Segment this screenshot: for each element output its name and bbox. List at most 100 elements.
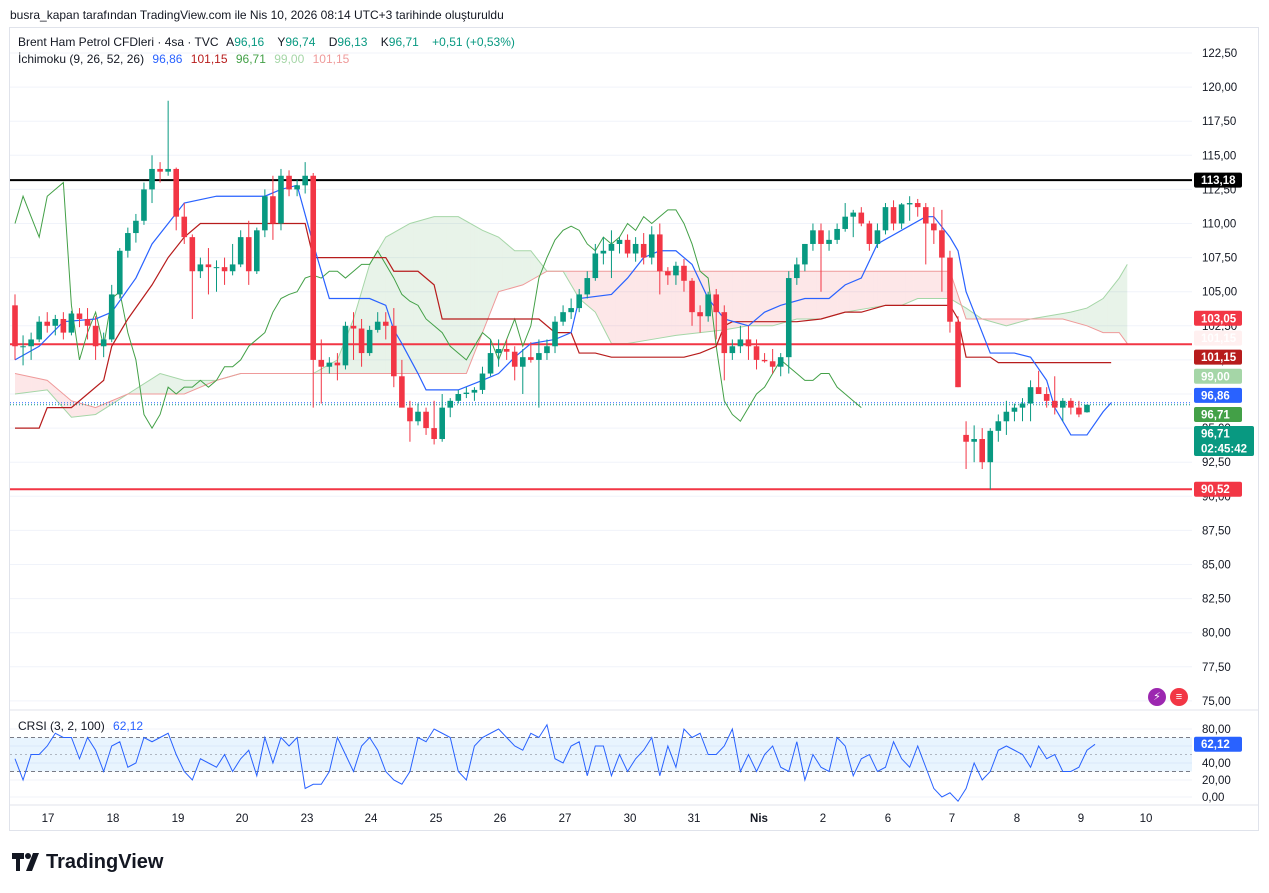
candle-body: [568, 308, 574, 313]
candle-body: [471, 389, 478, 393]
candle-body: [729, 346, 736, 354]
cloud-segment: [1062, 312, 1067, 321]
candle-body: [116, 250, 123, 295]
ichimoku-label[interactable]: İchimoku (9, 26, 52, 26): [18, 52, 145, 66]
crsi-legend[interactable]: CRSI (3, 2, 100) 62,12: [18, 719, 148, 733]
cloud-segment: [405, 223, 410, 374]
candle-body: [52, 318, 59, 326]
cloud-segment: [373, 250, 378, 374]
ichimoku-chikou-line: [14, 181, 862, 430]
time-axis-label: 17: [42, 813, 55, 825]
candle-body: [1051, 400, 1058, 408]
price-tag: [1194, 406, 1242, 422]
symbol-legend[interactable]: Brent Ham Petrol CFDleri · 4sa · TVC A96…: [18, 35, 520, 49]
cloud-segment: [732, 271, 737, 329]
kijun-value: 101,15: [190, 52, 228, 66]
candle-body: [777, 357, 784, 367]
candle-body: [455, 394, 462, 401]
candle-body: [608, 243, 615, 251]
candle-body: [382, 321, 389, 326]
cloud-segment: [1115, 278, 1120, 333]
cloud-segment: [1066, 312, 1071, 322]
cloud-segment: [458, 216, 463, 374]
cloud-segment: [796, 271, 801, 319]
candle-body: [1027, 387, 1034, 404]
tradingview-logo[interactable]: TradingView: [12, 851, 163, 874]
cloud-segment: [772, 271, 777, 326]
candle-body: [955, 321, 961, 388]
price-tag: [1194, 310, 1242, 326]
cloud-segment: [651, 271, 656, 340]
crsi-axis-label: 20,00: [1202, 775, 1231, 787]
cloud-segment: [15, 373, 20, 394]
cloud-segment: [804, 271, 809, 319]
cloud-segment: [522, 250, 527, 285]
cloud-segment: [607, 271, 612, 344]
crsi-value-tag-label: 62,12: [1201, 739, 1230, 751]
cloud-segment: [349, 318, 354, 374]
cloud-segment: [567, 271, 572, 285]
candle-body: [447, 400, 454, 408]
cloud-segment: [1095, 300, 1100, 331]
cloud-segment: [31, 376, 36, 392]
cloud-segment: [454, 216, 459, 374]
symbol-name[interactable]: Brent Ham Petrol CFDleri · 4sa · TVC: [18, 35, 219, 49]
candle-body: [818, 230, 824, 244]
candle-body: [544, 346, 550, 354]
cloud-segment: [941, 271, 946, 299]
cloud-segment: [180, 379, 185, 394]
chikou-value: 96,71: [235, 52, 266, 66]
time-axis-label: 18: [107, 813, 120, 825]
candle-body: [254, 230, 260, 272]
candle-body: [334, 362, 341, 366]
cloud-segment: [889, 271, 894, 306]
cloud-segment: [937, 271, 942, 299]
cloud-segment: [413, 221, 418, 374]
cloud-segment: [615, 271, 620, 344]
candle-body: [100, 339, 107, 347]
candle-body: [947, 257, 953, 322]
candle-body: [761, 359, 768, 362]
cloud-segment: [462, 218, 467, 374]
candle-body: [92, 325, 99, 347]
crsi-label[interactable]: CRSI (3, 2, 100): [18, 719, 105, 733]
cloud-segment: [635, 271, 640, 343]
price-tag-countdown: 02:45:42: [1201, 444, 1247, 456]
candle-body: [971, 439, 977, 442]
cloud-segment: [385, 234, 390, 374]
cloud-segment: [409, 222, 414, 374]
ichimoku-legend[interactable]: İchimoku (9, 26, 52, 26) 96,86 101,15 96…: [18, 52, 354, 66]
candle-body: [979, 439, 985, 463]
candle-body: [36, 321, 42, 340]
candle-body: [310, 175, 317, 360]
cloud-segment: [361, 278, 366, 374]
cloud-segment: [921, 271, 926, 299]
cloud-segment: [675, 271, 680, 336]
flag-icon[interactable]: ≡: [1170, 688, 1188, 706]
candle-body: [326, 362, 333, 367]
candle-body: [834, 228, 840, 240]
candle-body: [810, 230, 816, 244]
candle-body: [890, 207, 897, 224]
price-axis-label: 120,00: [1202, 82, 1237, 94]
candle-body: [705, 294, 711, 317]
price-tag: [1194, 426, 1254, 457]
cloud-segment: [837, 271, 842, 315]
time-axis-label: Nis: [750, 813, 768, 825]
cloud-segment: [188, 380, 193, 393]
lightning-icon[interactable]: ⚡: [1148, 688, 1166, 706]
candle-body: [528, 357, 534, 360]
candle-body: [415, 411, 421, 422]
candle-body: [1011, 407, 1018, 412]
cloud-segment: [857, 271, 862, 311]
candle-body: [1035, 387, 1042, 394]
price-tag-label: 101,15: [1201, 333, 1237, 345]
candle-body: [60, 318, 67, 333]
candle-body: [262, 196, 268, 231]
candle-body: [632, 243, 639, 254]
candle-body: [68, 313, 75, 333]
candle-body: [939, 230, 945, 258]
cloud-segment: [623, 271, 628, 344]
cloud-segment: [841, 271, 846, 314]
